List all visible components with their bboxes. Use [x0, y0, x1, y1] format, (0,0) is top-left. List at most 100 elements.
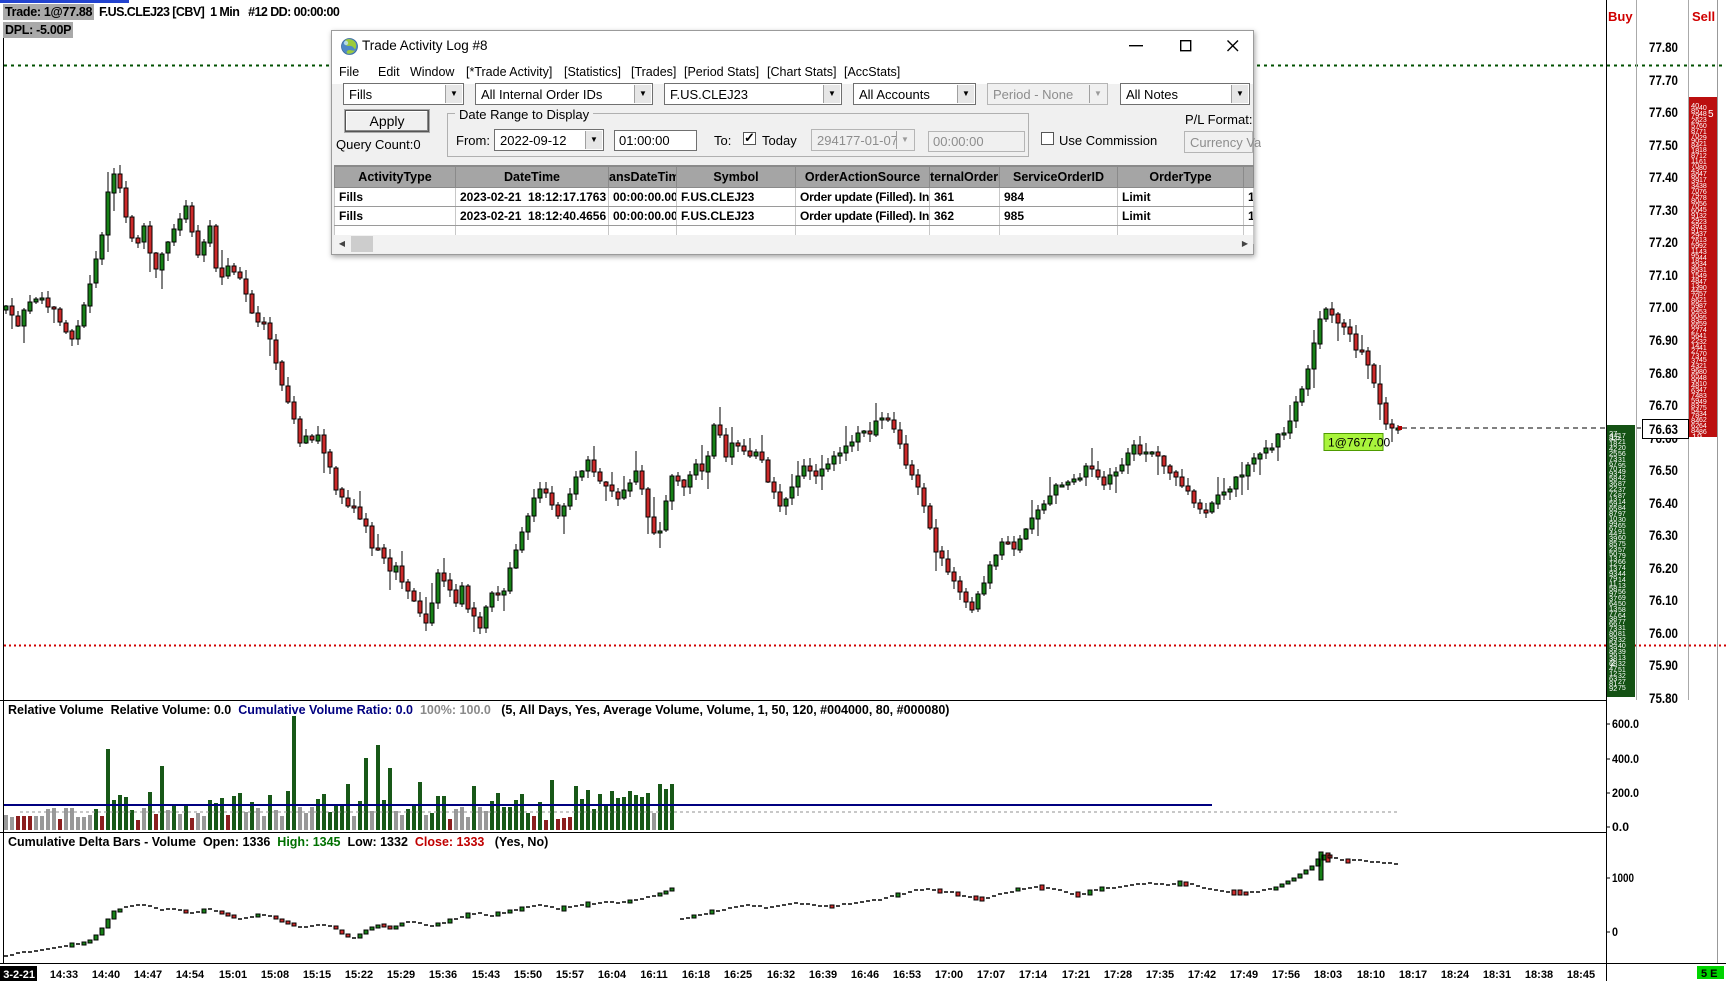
svg-text:59: 59 [1691, 301, 1699, 310]
svg-text:90: 90 [1699, 285, 1707, 292]
svg-text:63: 63 [1609, 674, 1617, 683]
svg-text:1@7677.00: 1@7677.00 [1328, 436, 1391, 450]
svg-text:23: 23 [1699, 219, 1707, 226]
svg-text:17:42: 17:42 [1188, 969, 1216, 981]
svg-text:12: 12 [1699, 153, 1707, 160]
svg-text:17:56: 17:56 [1272, 969, 1300, 981]
svg-text:75.80: 75.80 [1649, 691, 1678, 706]
svg-text:58: 58 [1609, 584, 1617, 593]
svg-text:44: 44 [1609, 529, 1617, 538]
svg-text:76: 76 [1691, 236, 1699, 245]
svg-text:16:11: 16:11 [640, 969, 668, 981]
svg-text:23: 23 [1699, 117, 1707, 124]
svg-text:99: 99 [1609, 519, 1617, 528]
svg-text:26: 26 [1691, 116, 1699, 125]
svg-text:39: 39 [1609, 534, 1617, 543]
svg-text:79: 79 [1618, 553, 1626, 560]
svg-text:77.80: 77.80 [1649, 40, 1678, 55]
svg-text:39: 39 [1691, 221, 1699, 230]
svg-text:13: 13 [1609, 554, 1617, 563]
svg-text:96: 96 [1691, 366, 1699, 375]
svg-text:16:25: 16:25 [724, 969, 752, 981]
svg-text:10: 10 [1609, 514, 1617, 523]
svg-text:77.00: 77.00 [1649, 300, 1678, 315]
svg-text:17:35: 17:35 [1146, 969, 1174, 981]
svg-text:77.50: 77.50 [1649, 138, 1678, 153]
svg-text:2: 2 [1610, 658, 1615, 668]
svg-text:18: 18 [1699, 147, 1707, 154]
svg-text:60: 60 [1691, 206, 1699, 215]
svg-text:37: 37 [1609, 594, 1617, 603]
svg-text:43: 43 [1699, 225, 1707, 232]
svg-text:13: 13 [1618, 655, 1626, 662]
svg-text:56: 56 [1618, 589, 1626, 596]
svg-text:15:15: 15:15 [303, 969, 331, 981]
svg-text:76.40: 76.40 [1649, 496, 1678, 511]
svg-text:44: 44 [1618, 571, 1626, 578]
svg-text:17:07: 17:07 [977, 969, 1005, 981]
svg-text:Buy: Buy [1608, 9, 1633, 24]
svg-text:87: 87 [1691, 126, 1699, 135]
svg-text:87: 87 [1691, 151, 1699, 160]
svg-text:85: 85 [1609, 539, 1617, 548]
svg-text:65: 65 [1691, 371, 1699, 380]
svg-text:83: 83 [1699, 393, 1707, 400]
svg-text:64: 64 [1699, 423, 1707, 430]
svg-text:90: 90 [1691, 136, 1699, 145]
svg-text:18:17: 18:17 [1399, 969, 1427, 981]
svg-text:39: 39 [1609, 634, 1617, 643]
svg-text:17: 17 [1618, 433, 1626, 440]
svg-text:39: 39 [1609, 644, 1617, 653]
svg-text:57: 57 [1618, 547, 1626, 554]
svg-text:44: 44 [1699, 255, 1707, 262]
svg-text:34: 34 [1699, 411, 1707, 418]
svg-text:5: 5 [1708, 109, 1714, 120]
svg-text:57: 57 [1699, 291, 1707, 298]
svg-text:86: 86 [1699, 429, 1707, 436]
svg-text:15:50: 15:50 [514, 969, 542, 981]
svg-text:96: 96 [1609, 649, 1617, 658]
svg-text:65: 65 [1618, 523, 1626, 530]
svg-text:34: 34 [1699, 261, 1707, 268]
svg-text:83: 83 [1691, 401, 1699, 410]
svg-text:27: 27 [1609, 429, 1617, 438]
svg-text:15:01: 15:01 [219, 969, 247, 981]
svg-text:87: 87 [1618, 493, 1626, 500]
svg-text:27: 27 [1691, 346, 1699, 355]
svg-text:81: 81 [1609, 679, 1617, 688]
svg-text:14: 14 [1618, 577, 1626, 584]
svg-text:85: 85 [1691, 106, 1699, 115]
svg-text:60: 60 [1699, 123, 1707, 130]
svg-text:16:18: 16:18 [682, 969, 710, 981]
svg-text:64: 64 [1691, 306, 1699, 315]
svg-text:12: 12 [1609, 669, 1617, 678]
svg-text:59: 59 [1699, 321, 1707, 328]
svg-text:73: 73 [1609, 454, 1617, 463]
svg-text:18:24: 18:24 [1441, 969, 1470, 981]
svg-text:59: 59 [1609, 499, 1617, 508]
svg-text:29: 29 [1691, 231, 1699, 240]
svg-text:37: 37 [1699, 231, 1707, 238]
svg-text:32: 32 [1618, 637, 1626, 644]
svg-text:25: 25 [1609, 449, 1617, 458]
svg-text:47: 47 [1609, 664, 1617, 673]
svg-text:62: 62 [1691, 421, 1699, 430]
svg-text:77.60: 77.60 [1649, 105, 1678, 120]
svg-text:43: 43 [1699, 249, 1707, 256]
svg-text:Sell: Sell [1692, 9, 1715, 24]
svg-text:40: 40 [1699, 105, 1707, 112]
svg-text:74: 74 [1699, 327, 1707, 334]
svg-text:14: 14 [1618, 499, 1626, 506]
svg-text:95: 95 [1691, 251, 1699, 260]
svg-text:49: 49 [1699, 399, 1707, 406]
svg-text:86: 86 [1691, 296, 1699, 305]
svg-text:59: 59 [1691, 396, 1699, 405]
svg-text:41: 41 [1699, 345, 1707, 352]
svg-text:15:08: 15:08 [261, 969, 289, 981]
svg-text:64: 64 [1618, 613, 1626, 620]
svg-text:16:53: 16:53 [893, 969, 921, 981]
svg-text:13: 13 [1618, 583, 1626, 590]
svg-text:47: 47 [1699, 171, 1707, 178]
svg-text:59: 59 [1691, 241, 1699, 250]
svg-text:74: 74 [1618, 565, 1626, 572]
